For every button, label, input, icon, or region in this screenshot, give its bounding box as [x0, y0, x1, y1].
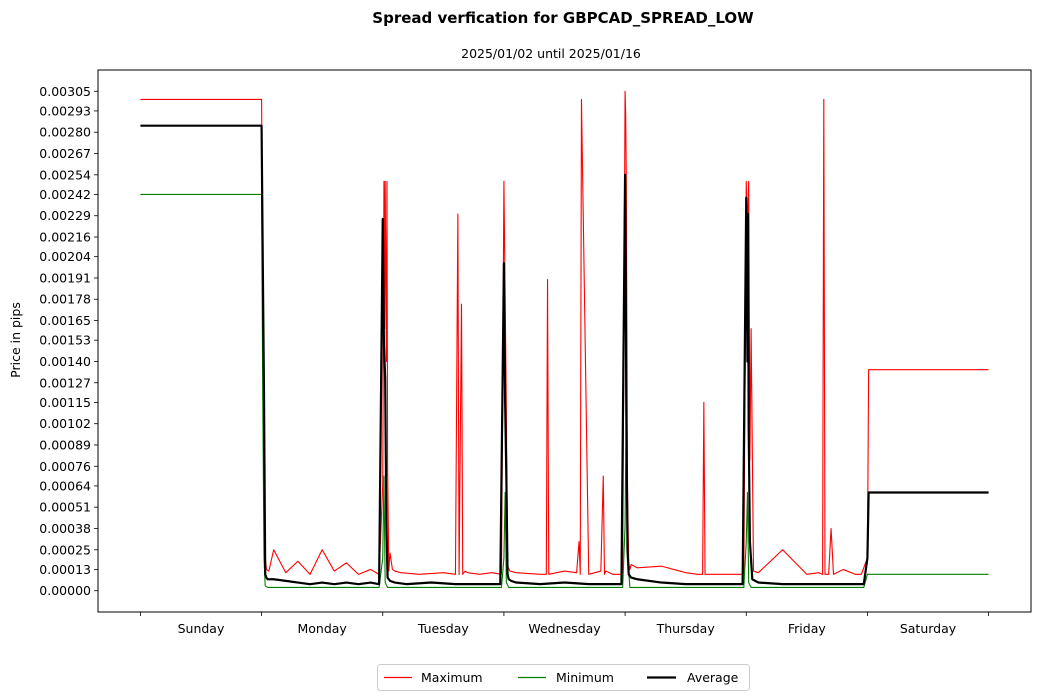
series-line-maximum	[140, 90, 989, 575]
legend-box	[377, 664, 750, 691]
legend-label-minimum: Minimum	[556, 670, 614, 685]
y-axis-label: Price in pips	[8, 302, 23, 378]
x-tick-label: Thursday	[656, 621, 716, 636]
x-tick-label: Monday	[297, 621, 347, 636]
legend-label-maximum: Maximum	[421, 670, 483, 685]
x-tick-label: Tuesday	[417, 621, 469, 636]
y-tick-label: 0.00216	[39, 230, 91, 245]
y-tick-label: 0.00076	[39, 459, 91, 474]
y-tick-label: 0.00102	[39, 416, 91, 431]
x-tick-label: Sunday	[178, 621, 225, 636]
plot-frame	[97, 69, 1032, 613]
x-axis: Sunday Monday Tuesday Wednesday Thursday Frid…	[140, 612, 989, 636]
y-tick-label: 0.00115	[39, 395, 91, 410]
y-tick-label: 0.00038	[39, 521, 91, 536]
y-tick-label: 0.00254	[39, 167, 91, 182]
y-tick-label: 0.00267	[39, 146, 91, 161]
legend-label-average: Average	[687, 670, 739, 685]
y-tick-label: 0.00127	[39, 375, 91, 390]
y-tick-label: 0.00051	[39, 500, 91, 515]
y-tick-label: 0.00204	[39, 249, 91, 264]
y-tick-label: 0.00165	[39, 313, 91, 328]
y-axis: 0.00000 0.00013 0.00025 0.00038 0.00051 0.000…	[39, 84, 98, 598]
series-line-average	[140, 124, 989, 586]
legend: Maximum Minimum Average	[377, 664, 750, 691]
chart-title: Spread verfication for GBPCAD_SPREAD_LOW	[372, 9, 754, 27]
y-tick-label: 0.00178	[39, 292, 91, 307]
y-tick-label: 0.00140	[39, 354, 91, 369]
y-tick-label: 0.00280	[39, 125, 91, 140]
y-tick-label: 0.00025	[39, 542, 91, 557]
y-tick-label: 0.00089	[39, 437, 91, 452]
x-tick-label: Wednesday	[528, 621, 601, 636]
series-line-minimum	[140, 193, 989, 588]
y-tick-label: 0.00153	[39, 333, 91, 348]
y-tick-label: 0.00229	[39, 208, 91, 223]
x-tick-label: Friday	[788, 621, 826, 636]
x-tick-label: Saturday	[900, 621, 957, 636]
chart-subtitle: 2025/01/02 until 2025/01/16	[461, 46, 641, 61]
y-tick-label: 0.00000	[39, 583, 91, 598]
y-tick-label: 0.00293	[39, 103, 91, 118]
series-layer	[140, 90, 989, 588]
y-tick-label: 0.00242	[39, 187, 91, 202]
y-tick-label: 0.00013	[39, 562, 91, 577]
y-tick-label: 0.00064	[39, 478, 91, 493]
y-tick-label: 0.00305	[39, 84, 91, 99]
y-tick-label: 0.00191	[39, 270, 91, 285]
